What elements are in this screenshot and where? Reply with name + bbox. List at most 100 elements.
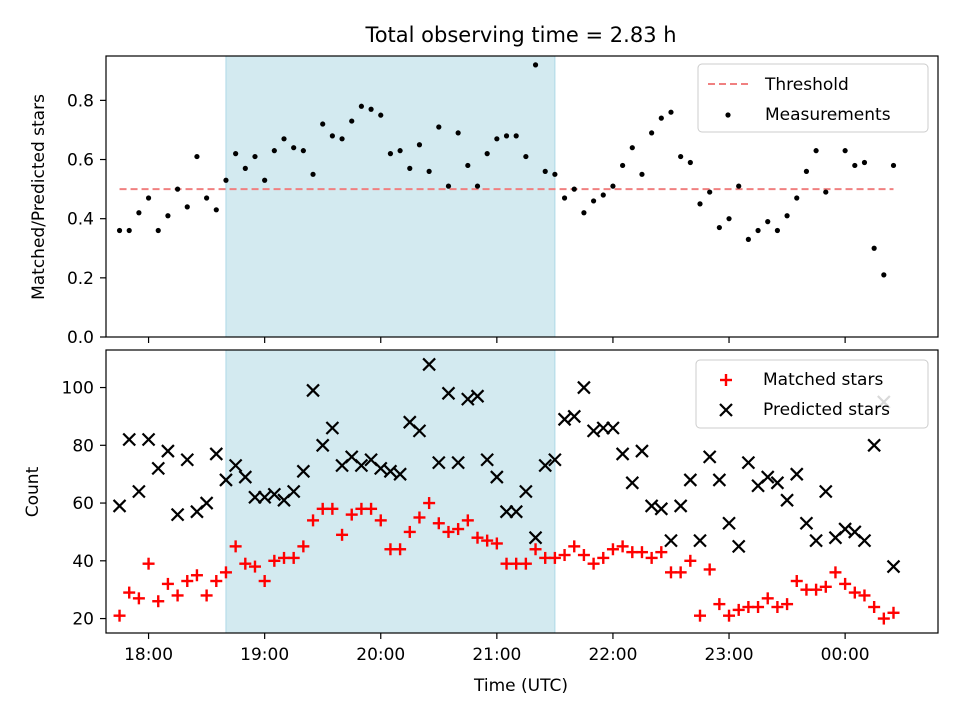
- top-shaded-span: [225, 56, 555, 337]
- measurement-point: [561, 195, 568, 201]
- predicted-star-point: [422, 357, 436, 372]
- top-panel: 0.00.20.40.60.8 Matched/Predicted stars …: [29, 55, 939, 348]
- predicted-star-point: [286, 484, 301, 499]
- measurement-point: [542, 168, 548, 174]
- x-tick-label: 00:00: [821, 645, 870, 665]
- matched-star-point: [597, 551, 610, 564]
- bottom-axes-frame: [105, 349, 939, 634]
- predicted-star-point: [228, 458, 243, 473]
- measurement-point: [310, 171, 316, 177]
- matched-star-point: [336, 528, 349, 541]
- measurement-point: [484, 151, 490, 157]
- bottom-y-tick-label: 20: [72, 610, 94, 630]
- matched-star-point: [868, 601, 881, 614]
- figure-title: Total observing time = 2.83 h: [364, 23, 676, 47]
- matched-star-point: [761, 592, 774, 605]
- predicted-star-point: [499, 504, 514, 519]
- matched-star-point: [200, 589, 213, 602]
- measurement-point: [610, 183, 616, 189]
- matched-star-point: [616, 540, 629, 553]
- matched-star-point: [345, 508, 358, 521]
- measurement-point: [813, 148, 819, 154]
- matched-star-point: [287, 551, 300, 564]
- matched-star-point: [771, 601, 784, 614]
- predicted-star-point: [315, 438, 330, 453]
- predicted-star-point: [567, 409, 582, 424]
- matched-star-point: [190, 569, 203, 582]
- predicted-star-point: [818, 484, 833, 499]
- predicted-star-point: [412, 424, 427, 438]
- measurement-point: [271, 148, 277, 154]
- matched-star-point: [848, 586, 861, 599]
- predicted-star-point: [354, 458, 369, 473]
- matched-star-point: [452, 523, 465, 536]
- bottom-y-tick-label: 40: [72, 552, 94, 572]
- matched-star-point: [374, 514, 387, 527]
- predicted-star-point: [238, 470, 253, 484]
- measurement-point: [532, 62, 539, 68]
- matched-star-point: [152, 595, 165, 608]
- predicted-star-point: [741, 455, 756, 470]
- predicted-star-point: [635, 444, 649, 458]
- predicted-star-point: [606, 421, 620, 435]
- measurement-point: [861, 159, 868, 166]
- measurement-point: [165, 213, 171, 219]
- matched-star-point: [887, 606, 900, 619]
- predicted-star-point: [548, 452, 562, 467]
- predicted-star-point: [886, 559, 901, 574]
- top-legend: Threshold Measurements: [697, 63, 929, 133]
- measurement-point: [291, 145, 297, 151]
- x-tick-label: 23:00: [705, 645, 754, 665]
- predicted-legend-label: Predicted stars: [763, 400, 890, 420]
- measurement-point: [639, 171, 645, 177]
- x-tick-label: 18:00: [124, 645, 173, 665]
- measurement-point: [523, 153, 529, 160]
- measurement-point: [620, 162, 626, 169]
- top-axis-ticks: 0.0 0.2 0.4 0.6 0.8: [67, 91, 846, 348]
- measurement-point: [416, 142, 423, 148]
- measurement-point: [329, 133, 335, 139]
- measurement-point: [745, 236, 751, 242]
- measurement-point: [233, 151, 239, 157]
- matched-star-point: [606, 543, 619, 556]
- matched-star-point: [732, 603, 745, 616]
- matched-star-point: [132, 592, 145, 605]
- matched-star-point: [587, 557, 600, 570]
- measurement-point: [474, 183, 481, 189]
- matched-star-point: [142, 557, 155, 570]
- predicted-star-point: [596, 421, 611, 435]
- measurement-point: [194, 153, 200, 160]
- matched-star-point: [326, 502, 339, 515]
- measurement-point: [116, 227, 123, 234]
- predicted-star-point: [809, 533, 823, 548]
- predicted-star-point: [857, 533, 872, 548]
- matched-star-point: [481, 534, 494, 547]
- matched-star-point: [307, 514, 320, 527]
- measurement-point: [349, 118, 355, 124]
- x-tick-label: 22:00: [588, 645, 637, 665]
- bottom-y-axis-label: Count: [23, 466, 43, 517]
- measurements-legend-marker: [725, 112, 731, 118]
- top-y-tick-label: 0.4: [67, 210, 94, 230]
- measurement-point: [252, 153, 258, 160]
- predicted-star-point: [712, 473, 727, 487]
- top-y-tick-label: 0.2: [67, 269, 94, 289]
- predicted-star-point: [654, 502, 669, 516]
- bottom-y-tick-label: 80: [72, 436, 94, 456]
- bottom-y-tick-label: 60: [72, 494, 94, 514]
- matched-legend-label: Matched stars: [763, 370, 883, 390]
- measurement-point: [716, 224, 722, 231]
- matched-star-point: [858, 589, 871, 602]
- predicted-star-point: [209, 447, 224, 461]
- measurement-point: [823, 189, 829, 195]
- predicted-star-points: [112, 357, 901, 574]
- predicted-star-point: [780, 493, 794, 507]
- measurement-point: [126, 227, 132, 234]
- measurement-point: [890, 162, 897, 169]
- measurement-point: [736, 183, 742, 189]
- measurements-legend-label: Measurements: [765, 105, 891, 125]
- matched-star-point: [490, 537, 503, 550]
- measurement-point: [794, 195, 800, 201]
- predicted-star-point: [693, 533, 707, 548]
- matched-star-point: [790, 575, 803, 588]
